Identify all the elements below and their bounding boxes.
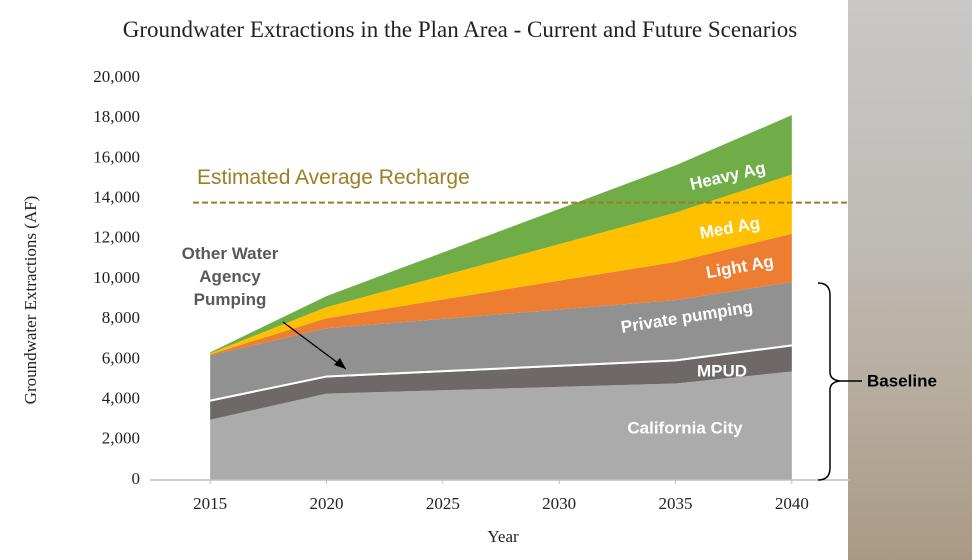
x-axis-label: Year <box>487 527 519 546</box>
x-tick-label: 2030 <box>542 494 576 513</box>
y-tick-label: 14,000 <box>93 188 140 207</box>
y-tick-label: 4,000 <box>102 389 140 408</box>
y-tick-label: 12,000 <box>93 228 140 247</box>
x-tick-label: 2040 <box>775 494 809 513</box>
y-tick-label: 20,000 <box>93 67 140 86</box>
bracket-label: Baseline <box>867 371 937 390</box>
y-tick-label: 16,000 <box>93 147 140 166</box>
y-tick-label: 8,000 <box>102 308 140 327</box>
x-tick-label: 2020 <box>310 494 344 513</box>
bracket <box>818 283 840 480</box>
page: Groundwater Extractions in the Plan Area… <box>0 0 972 560</box>
chart: Other WaterAgencyPumping Baseline Ground… <box>0 0 972 560</box>
y-tick-label: 2,000 <box>102 429 140 448</box>
x-tick-label: 2015 <box>193 494 227 513</box>
y-tick-label: 18,000 <box>93 107 140 126</box>
y-tick-label: 10,000 <box>93 268 140 287</box>
area-label: MPUD <box>697 361 747 380</box>
x-tick-label: 2035 <box>659 494 693 513</box>
x-tick-label: 2025 <box>426 494 460 513</box>
y-axis-label: Groundwater Extractions (AF) <box>21 196 40 405</box>
y-tick-label: 0 <box>132 469 141 488</box>
area-label: California City <box>627 418 743 437</box>
y-tick-label: 6,000 <box>102 348 140 367</box>
reference-label: Estimated Average Recharge <box>197 166 470 189</box>
